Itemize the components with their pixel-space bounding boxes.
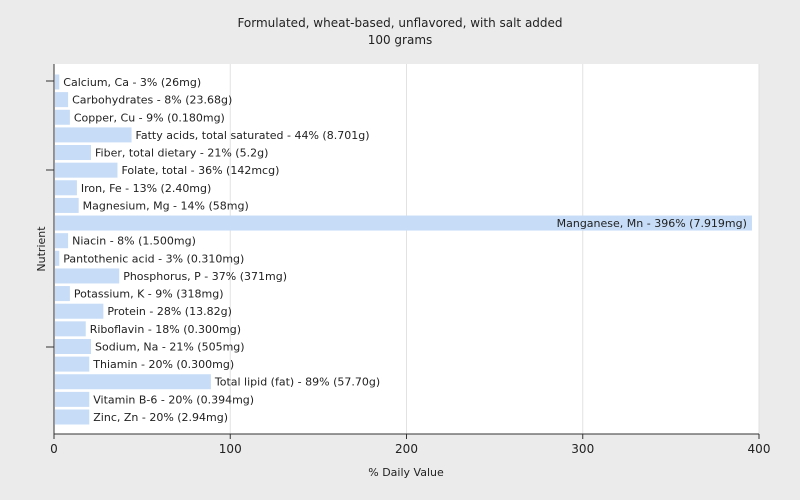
bar-label: Carbohydrates - 8% (23.68g) <box>72 94 232 107</box>
bar-label: Iron, Fe - 13% (2.40mg) <box>81 182 211 195</box>
bar-label: Folate, total - 36% (142mcg) <box>121 164 279 177</box>
bar <box>55 409 90 425</box>
bar <box>55 374 211 390</box>
x-tick-label: 100 <box>219 442 242 456</box>
bar <box>55 162 118 178</box>
y-axis-label: Nutrient <box>35 226 48 272</box>
bar-label: Protein - 28% (13.82g) <box>107 305 232 318</box>
bar <box>55 250 60 266</box>
bar-label: Pantothenic acid - 3% (0.310mg) <box>63 252 244 265</box>
x-tick-label: 300 <box>571 442 594 456</box>
bar <box>55 286 70 302</box>
bar-label: Manganese, Mn - 396% (7.919mg) <box>557 217 747 230</box>
bar-label: Niacin - 8% (1.500mg) <box>72 235 196 248</box>
bar <box>55 215 752 231</box>
bar-label: Fatty acids, total saturated - 44% (8.70… <box>136 129 370 142</box>
bar <box>55 233 69 249</box>
bar-label: Thiamin - 20% (0.300mg) <box>92 358 234 371</box>
bar-label: Phosphorus, P - 37% (371mg) <box>123 270 287 283</box>
bar <box>55 356 90 372</box>
bar <box>55 268 120 284</box>
bar <box>55 321 86 337</box>
bar <box>55 109 70 125</box>
bar-label: Total lipid (fat) - 89% (57.70g) <box>214 376 380 389</box>
chart-subtitle: 100 grams <box>368 33 433 47</box>
bar <box>55 197 79 213</box>
bar-label: Sodium, Na - 21% (505mg) <box>95 340 245 353</box>
bar-label: Potassium, K - 9% (318mg) <box>74 288 224 301</box>
bar-label: Zinc, Zn - 20% (2.94mg) <box>93 411 228 424</box>
bar-label: Riboflavin - 18% (0.300mg) <box>90 323 241 336</box>
bar <box>55 338 92 354</box>
bar <box>55 127 132 143</box>
bar <box>55 180 77 196</box>
x-tick-label: 0 <box>50 442 58 456</box>
x-axis-label: % Daily Value <box>368 466 444 479</box>
bars: Calcium, Ca - 3% (26mg) Carbohydrates - 8… <box>55 74 752 425</box>
bar-label: Fiber, total dietary - 21% (5.2g) <box>95 147 268 160</box>
x-tick-label: 200 <box>395 442 418 456</box>
bar-label: Copper, Cu - 9% (0.180mg) <box>74 111 225 124</box>
bar-label: Magnesium, Mg - 14% (58mg) <box>83 199 249 212</box>
grid-lines <box>229 64 760 434</box>
bar <box>55 303 104 319</box>
bar <box>55 74 60 90</box>
bar <box>55 391 90 407</box>
x-tick-label: 400 <box>748 442 771 456</box>
chart-title: Formulated, wheat-based, unflavored, wit… <box>237 16 562 30</box>
axes: 0 100 200 300 400 <box>46 64 770 456</box>
bar <box>55 92 69 108</box>
bar-label: Calcium, Ca - 3% (26mg) <box>63 76 201 89</box>
bar-label: Vitamin B-6 - 20% (0.394mg) <box>93 393 254 406</box>
bar <box>55 145 92 161</box>
